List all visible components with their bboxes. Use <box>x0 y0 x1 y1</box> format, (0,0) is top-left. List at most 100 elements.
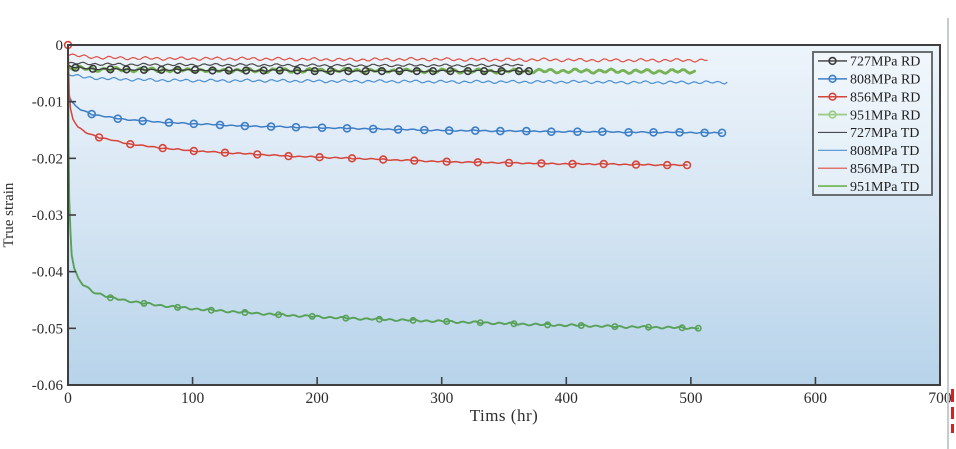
series-marker <box>537 159 546 168</box>
legend-item: 951MPa RD <box>818 108 920 123</box>
scan-artifact-red-dash <box>951 407 954 419</box>
series-marker <box>443 317 451 325</box>
y-tick-label: 0 <box>56 38 64 54</box>
legend-box: 727MPa RD 808MPa RD 856MPa RD 951MPa RD 727M… <box>812 51 933 196</box>
x-axis-label: Tims (hr) <box>469 406 539 425</box>
series-marker <box>473 158 482 167</box>
series-line-856mpa-td <box>67 53 708 63</box>
legend-label: 727MPa RD <box>850 55 920 70</box>
series-marker <box>240 121 250 131</box>
series-marker <box>266 122 276 131</box>
series-marker <box>428 66 438 76</box>
series-marker <box>598 127 607 136</box>
series-marker <box>122 65 131 74</box>
y-tick-label: -0.02 <box>32 151 63 167</box>
y-tick-label: -0.06 <box>32 378 64 394</box>
series-marker <box>700 128 709 138</box>
series-marker <box>717 128 727 138</box>
series-marker <box>631 160 641 169</box>
x-tick-label: 600 <box>804 390 828 407</box>
legend-label: 808MPa TD <box>850 144 919 159</box>
series-line-808mpa-td <box>67 73 728 85</box>
series-marker <box>599 159 608 169</box>
series-marker <box>624 128 633 137</box>
series-marker <box>315 153 324 162</box>
series-marker <box>544 321 552 329</box>
series-marker <box>275 66 284 75</box>
x-tick-label: 700 <box>928 390 952 407</box>
series-marker <box>368 124 378 134</box>
series-marker <box>546 127 556 136</box>
series-marker <box>568 159 577 169</box>
series-marker <box>444 126 454 135</box>
legend-marker-sample <box>828 56 837 66</box>
series-marker <box>113 114 123 123</box>
axes-frame <box>67 44 941 386</box>
series-marker <box>94 133 104 142</box>
y-tick-label: -0.03 <box>32 208 63 224</box>
legend-label: 951MPa RD <box>850 108 920 123</box>
series-marker <box>611 323 619 331</box>
legend-item: 951MPa TD <box>818 180 919 195</box>
series-marker <box>678 324 686 332</box>
legend-item: 727MPa TD <box>818 126 919 141</box>
legend-item: 856MPa RD <box>818 90 920 105</box>
series-marker <box>242 66 251 75</box>
series-marker <box>412 66 421 76</box>
legend-marker-sample <box>828 92 837 101</box>
series-marker <box>361 66 370 76</box>
series-markers <box>63 40 727 332</box>
legend-item: 808MPa RD <box>818 73 920 88</box>
series-marker <box>514 66 524 76</box>
series-marker <box>173 65 182 74</box>
series-marker <box>495 126 505 136</box>
series-marker <box>259 66 268 75</box>
series-marker <box>274 311 282 319</box>
legend-label: 808MPa RD <box>850 73 920 88</box>
series-marker <box>573 127 582 136</box>
series-marker <box>347 154 357 163</box>
x-tick-label: 300 <box>430 390 454 407</box>
series-marker <box>409 316 417 324</box>
y-tick-label: -0.05 <box>32 321 63 337</box>
scan-artifact-red-dash <box>951 424 954 433</box>
series-marker <box>106 65 115 74</box>
x-tick-label: 400 <box>555 390 579 407</box>
legend-item: 808MPa TD <box>818 144 919 159</box>
series-marker <box>463 66 473 76</box>
series-marker <box>476 319 484 327</box>
series-marker <box>215 120 225 130</box>
series-marker <box>524 66 534 76</box>
x-tick-label: 0 <box>64 390 72 407</box>
series-marker <box>649 128 658 137</box>
legend-label: 727MPa TD <box>850 126 919 141</box>
plot-area <box>68 45 940 385</box>
series-marker <box>395 66 404 76</box>
series-marker <box>393 125 403 134</box>
y-tick-label: -0.04 <box>32 265 64 281</box>
series-marker <box>446 66 455 76</box>
series-marker <box>470 126 480 135</box>
series-marker <box>326 66 335 76</box>
series-marker <box>224 66 233 75</box>
series-marker <box>126 140 135 149</box>
series-marker <box>138 116 147 126</box>
series-marker <box>189 119 199 129</box>
series-marker <box>682 160 692 170</box>
series-marker <box>317 123 327 132</box>
legend-item: 727MPa RD <box>818 55 920 70</box>
x-tick-label: 200 <box>306 390 330 407</box>
series-marker <box>577 321 585 329</box>
series-marker <box>644 323 652 331</box>
y-axis-label: True strain <box>1 182 17 248</box>
axis-ticks: 0 100 200 300 400 500 600 700 0 -0.01 -0.02 -0.03 -0… <box>32 38 952 407</box>
series-marker <box>189 146 199 156</box>
series-marker <box>293 66 302 75</box>
series-marker <box>377 66 387 76</box>
legend-label: 856MPa TD <box>850 162 919 177</box>
legend-item: 856MPa TD <box>818 162 919 177</box>
series-marker <box>442 157 451 166</box>
series-marker <box>480 66 489 76</box>
